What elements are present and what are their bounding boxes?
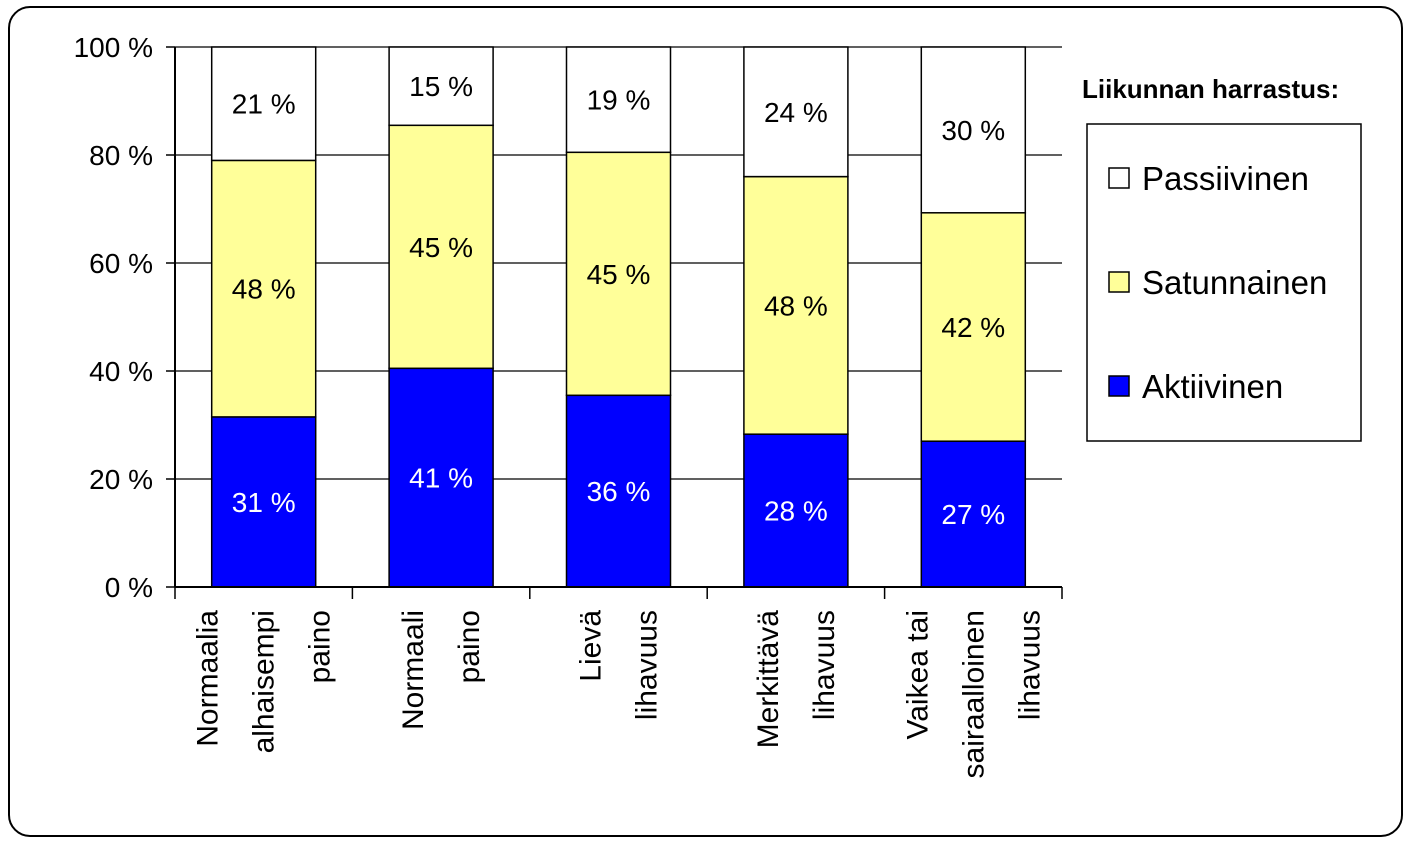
data-label: 19 % xyxy=(587,85,651,116)
data-label: 27 % xyxy=(941,499,1005,530)
category-label: lihavuus xyxy=(1013,610,1046,720)
bar-satunnainen xyxy=(565,151,672,397)
bar-satunnainen xyxy=(920,212,1027,442)
category-label: Normaalia xyxy=(192,610,225,747)
data-label: 28 % xyxy=(764,496,828,527)
legend-label-aktiivinen: Aktiivinen xyxy=(1142,368,1283,405)
data-label: 31 % xyxy=(232,487,296,518)
legend-swatch-aktiivinen xyxy=(1108,375,1130,397)
legend-box xyxy=(1086,123,1362,442)
data-label: 15 % xyxy=(409,71,473,102)
bar-aktiivinen xyxy=(210,416,317,588)
data-label: 30 % xyxy=(941,115,1005,146)
category-label: sairaalloinen xyxy=(957,610,990,778)
data-label: 41 % xyxy=(409,463,473,494)
data-label: 48 % xyxy=(764,290,828,321)
category-label: alhaisempi xyxy=(248,610,281,753)
data-label: 21 % xyxy=(232,89,296,120)
category-label: Vaikea tai xyxy=(901,610,934,740)
category-label: Merkittävä xyxy=(752,610,785,749)
bar-passiivinen xyxy=(388,46,494,127)
bar-aktiivinen xyxy=(388,367,494,588)
category-label: lihavuus xyxy=(808,610,841,720)
bar-passiivinen xyxy=(565,46,672,154)
y-tick-label: 100 % xyxy=(74,32,153,63)
bar-satunnainen xyxy=(210,159,317,418)
data-label: 45 % xyxy=(409,232,473,263)
data-label: 42 % xyxy=(941,312,1005,343)
y-tick-label: 20 % xyxy=(89,464,153,495)
legend-swatch-satunnainen xyxy=(1108,271,1130,293)
category-label: Normaali xyxy=(397,610,430,730)
category-label: paino xyxy=(304,610,337,683)
legend-label-passiivinen: Passiivinen xyxy=(1142,160,1309,197)
y-tick-label: 40 % xyxy=(89,356,153,387)
legend-label-satunnainen: Satunnainen xyxy=(1142,264,1327,301)
y-tick-label: 0 % xyxy=(105,572,153,603)
bar-passiivinen xyxy=(920,46,1027,214)
data-label: 45 % xyxy=(587,259,651,290)
bar-satunnainen xyxy=(743,175,849,435)
legend-title: Liikunnan harrastus: xyxy=(1082,74,1339,104)
category-label: paino xyxy=(453,610,486,683)
data-label: 24 % xyxy=(764,97,828,128)
y-tick-label: 60 % xyxy=(89,248,153,279)
bar-passiivinen xyxy=(743,46,849,178)
legend-swatch-passiivinen xyxy=(1108,167,1130,189)
bar-aktiivinen xyxy=(743,433,849,588)
category-label: Lievä xyxy=(575,610,608,682)
data-label: 36 % xyxy=(587,476,651,507)
bar-aktiivinen xyxy=(565,394,672,588)
bar-passiivinen xyxy=(210,46,317,162)
y-tick-label: 80 % xyxy=(89,140,153,171)
category-label: lihavuus xyxy=(631,610,664,720)
data-label: 48 % xyxy=(232,274,296,305)
